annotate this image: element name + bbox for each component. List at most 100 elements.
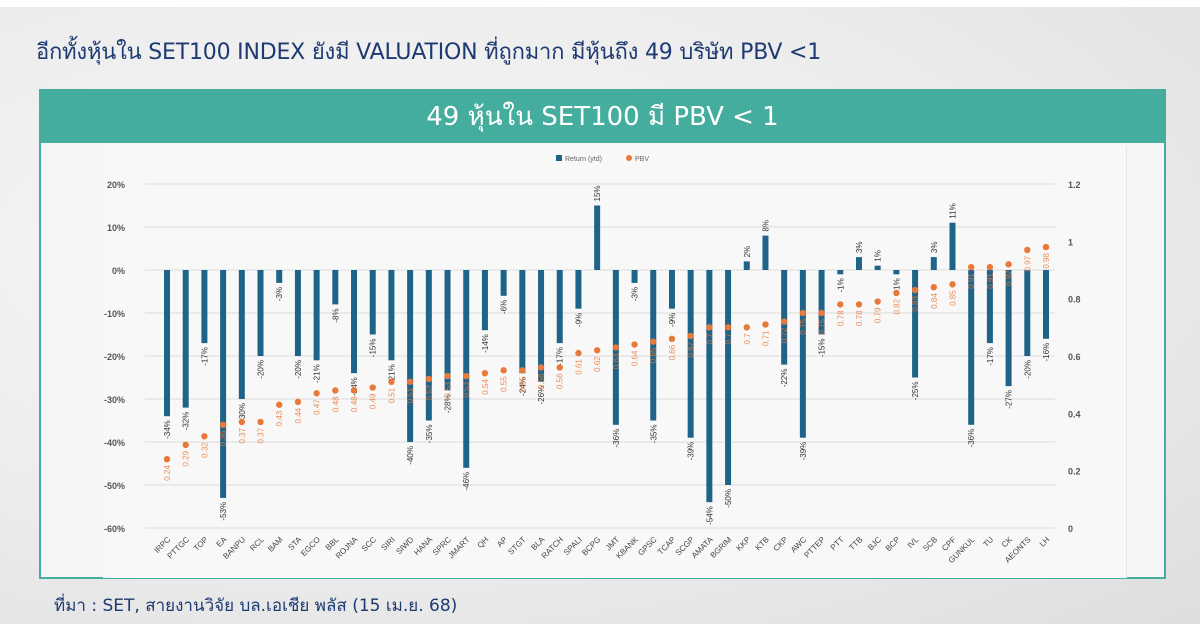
bar-return-top: [201, 270, 208, 344]
pbv-data-label: 0.67: [687, 341, 696, 357]
bar-return-ck: [1005, 270, 1012, 387]
x-tick-label: RCL: [248, 535, 266, 553]
x-tick-label: KTB: [754, 535, 771, 552]
pbv-point-jmart: [463, 372, 470, 380]
bar-data-label: -14%: [481, 334, 490, 353]
x-tick-label: TOP: [192, 535, 210, 553]
legend-swatch-return: [556, 155, 562, 161]
x-tick-label: QH: [476, 535, 491, 550]
bar-data-label: -27%: [1005, 390, 1014, 409]
bar-return-egco: [313, 270, 320, 361]
pbv-data-label: 0.7: [705, 333, 714, 345]
pbv-point-ap: [500, 367, 507, 374]
pbv-data-label: 0.66: [668, 344, 677, 360]
pbv-data-label: 0.54: [481, 379, 490, 395]
y-left-tick-label: -40%: [104, 438, 125, 448]
pbv-data-label: 0.36: [219, 430, 228, 446]
y-right-tick-label: 1: [1068, 237, 1073, 247]
bar-data-label: -20%: [257, 360, 266, 379]
x-tick-label: BAM: [266, 535, 285, 554]
bar-data-label: 1%: [874, 250, 883, 262]
x-tick-label: CKP: [772, 535, 790, 553]
pbv-data-label: 0.48: [350, 396, 359, 412]
pbv-point-tu: [986, 263, 994, 271]
pbv-point-sprc: [444, 372, 451, 380]
x-tick-label: BCPG: [580, 535, 602, 557]
bar-data-label: -28%: [444, 394, 453, 413]
bar-data-label: -24%: [518, 377, 527, 396]
bar-data-label: -15%: [369, 339, 378, 358]
bar-return-ckp: [781, 270, 788, 365]
bar-data-label: -8%: [331, 308, 340, 322]
legend-swatch-pbv: [626, 155, 632, 161]
bar-data-label: -20%: [1023, 360, 1032, 379]
x-tick-label: PTTEP: [802, 535, 827, 560]
pbv-data-label: 0.49: [369, 393, 378, 409]
bar-return-banpu: [238, 270, 245, 399]
pbv-point-ck: [1005, 261, 1012, 268]
bar-return-spali: [575, 270, 582, 309]
pbv-point-bam: [276, 401, 283, 408]
bar-return-jmart: [463, 270, 470, 468]
pbv-data-label: 0.85: [948, 290, 957, 306]
y-left-tick-label: 10%: [107, 223, 125, 233]
pbv-data-label: 0.72: [780, 327, 789, 343]
chart-panel: 49 หุ้นใน SET100 มี PBV < 1 20% 10% 0% -10%…: [39, 89, 1166, 579]
x-tick-label: EA: [215, 535, 229, 549]
pbv-point-pttgc: [182, 441, 189, 449]
y-left-tick-label: -50%: [104, 481, 125, 491]
y-right-tick-label: 1.2: [1068, 180, 1081, 190]
y-right-tick-label: 0.8: [1068, 295, 1081, 305]
bar-data-label: -53%: [219, 502, 228, 521]
x-tick-label: KKP: [734, 535, 752, 553]
y-left-tick-label: -10%: [104, 309, 125, 319]
pbv-point-awc: [799, 309, 807, 317]
bar-data-label: -3%: [275, 287, 284, 301]
y-left-tick-label: -60%: [104, 524, 125, 534]
y-left-tick-label: 20%: [107, 180, 125, 190]
bar-return-siwd: [407, 270, 414, 442]
bar-return-irpc: [164, 270, 170, 417]
return-pbv-chart: 20% 10% 0% -10% -20% -30% -40% -50% -60% 1.2 1 0.8 0…: [104, 155, 1081, 565]
pbv-data-label: 0.7: [743, 333, 752, 345]
pbv-point-ivl: [911, 286, 919, 294]
pbv-point-bbl: [332, 387, 339, 394]
pbv-data-label: 0.52: [425, 384, 434, 400]
pbv-point-scgp: [687, 332, 694, 340]
pbv-point-gunkul: [967, 263, 975, 271]
x-tick-label: SCB: [921, 535, 939, 553]
pbv-data-label: 0.97: [1023, 255, 1032, 271]
pbv-point-pttep: [818, 309, 825, 317]
y-right-tick-label: 0.6: [1068, 352, 1081, 362]
bar-return-lh: [1043, 270, 1049, 339]
bar-return-scb: [930, 257, 937, 270]
bar-return-scc: [369, 270, 376, 335]
page-headline: อีกทั้งหุ้นใน SET100 INDEX ยังมี VALUATI…: [36, 40, 822, 65]
bar-data-label: -35%: [649, 425, 658, 444]
legend-label-return: Return (ytd): [565, 156, 602, 163]
x-tick-label: BGRIM: [709, 535, 734, 560]
chart-card: 20% 10% 0% -10% -20% -30% -40% -50% -60% 1.2 1 0.8 0…: [103, 146, 1127, 578]
bar-data-label: -3%: [631, 287, 640, 301]
pbv-point-ckp: [780, 318, 788, 325]
bar-data-label: -36%: [967, 429, 976, 448]
bar-data-label: -46%: [462, 472, 471, 491]
x-tick-label: TCAP: [656, 535, 677, 556]
y-left-tick-label: 0%: [112, 266, 125, 276]
pbv-data-label: 0.32: [200, 442, 209, 458]
bar-data-label: -30%: [238, 403, 247, 422]
pbv-point-ratch: [556, 364, 563, 371]
pbv-point-tcap: [668, 335, 676, 342]
pbv-data-label: 0.78: [836, 310, 845, 326]
pbv-point-bcp: [893, 289, 900, 297]
pbv-point-stgt: [519, 367, 526, 374]
pbv-data-label: 0.29: [182, 450, 191, 466]
pbv-point-bla: [537, 364, 545, 371]
bar-return-gpsc: [650, 270, 657, 421]
bar-return-ratch: [556, 270, 563, 344]
bar-return-ap: [500, 270, 507, 296]
pbv-data-label: 0.79: [874, 307, 883, 323]
bar-data-label: -54%: [705, 506, 714, 525]
bar-data-label: -26%: [537, 386, 546, 405]
pbv-data-label: 0.83: [911, 296, 920, 312]
